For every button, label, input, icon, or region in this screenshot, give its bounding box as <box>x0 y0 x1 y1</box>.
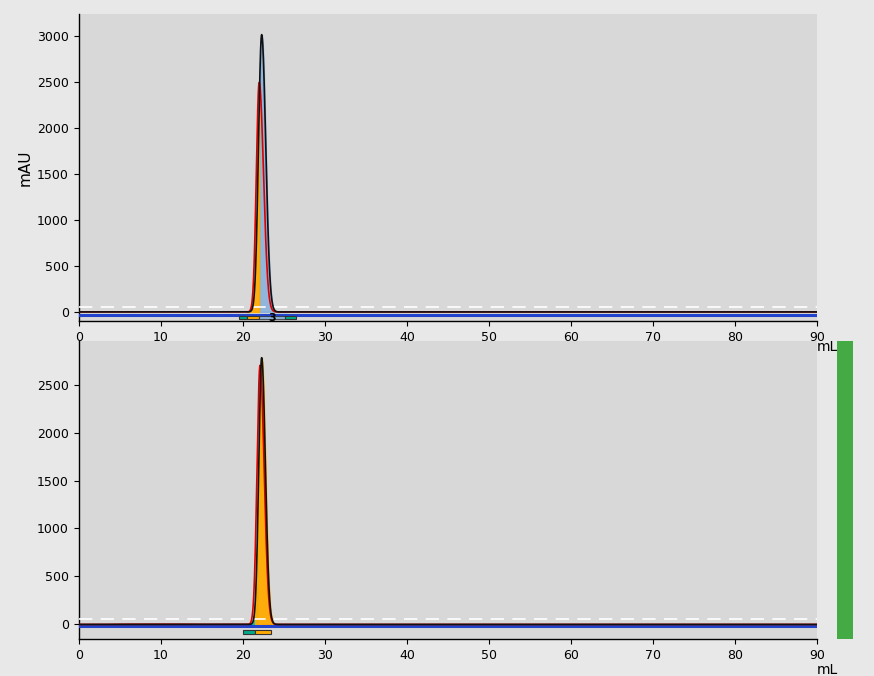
Bar <box>239 316 246 319</box>
Text: mL: mL <box>817 339 838 354</box>
Text: 3: 3 <box>268 312 276 322</box>
Y-axis label: mAU: mAU <box>17 149 33 185</box>
Bar <box>243 631 255 634</box>
Bar <box>286 316 296 319</box>
Bar <box>260 316 286 319</box>
Text: mL: mL <box>817 662 838 676</box>
Bar <box>246 316 260 319</box>
Bar <box>255 631 272 634</box>
